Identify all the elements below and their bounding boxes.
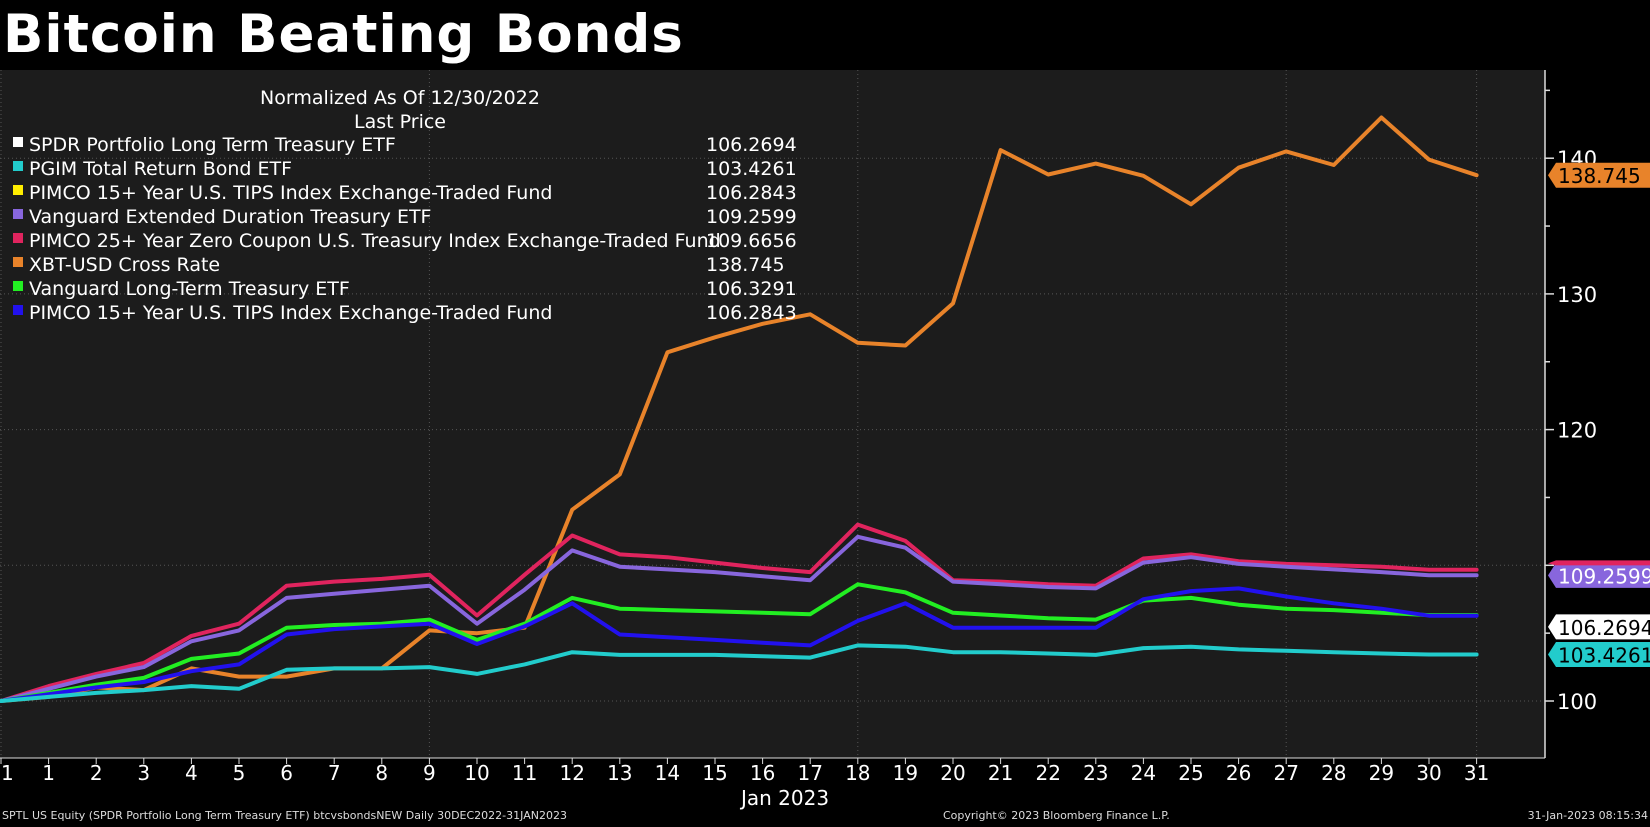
x-tick-label: 4 xyxy=(185,761,198,785)
x-tick-label: 1 xyxy=(42,761,55,785)
value-label-marker xyxy=(1548,560,1650,566)
legend-header: Normalized As Of 12/30/2022 xyxy=(260,87,540,109)
series-line xyxy=(0,534,1479,703)
x-tick-label: 13 xyxy=(607,761,632,785)
x-tick-label: 8 xyxy=(375,761,388,785)
legend-last-price: 109.6656 xyxy=(706,230,797,252)
value-label-box xyxy=(1548,162,1650,188)
legend-swatch xyxy=(13,137,23,147)
grid-lines xyxy=(0,70,1545,758)
x-axis: 3112345678910111213141516171819202122232… xyxy=(0,757,1545,810)
x-tick-label: 23 xyxy=(1083,761,1108,785)
legend-last-price: 106.3291 xyxy=(706,278,797,300)
legend-last-price: 109.2599 xyxy=(706,206,797,228)
legend-series-name: Vanguard Extended Duration Treasury ETF xyxy=(29,206,432,228)
x-tick-label: 26 xyxy=(1226,761,1251,785)
x-tick-label: 10 xyxy=(464,761,489,785)
legend-series-name: PIMCO 25+ Year Zero Coupon U.S. Treasury… xyxy=(29,230,721,252)
y-tick-label: 120 xyxy=(1557,419,1597,443)
x-tick-label: 24 xyxy=(1131,761,1156,785)
value-label-text: 106.2694 xyxy=(1558,616,1650,640)
value-label-text: 109.2599 xyxy=(1558,564,1650,588)
series-line xyxy=(0,586,1479,703)
footer-timestamp: 31-Jan-2023 08:15:34 xyxy=(1527,809,1648,822)
x-tick-label: 20 xyxy=(940,761,965,785)
x-tick-label: 14 xyxy=(655,761,680,785)
x-tick-label: 19 xyxy=(893,761,918,785)
x-tick-label: 7 xyxy=(328,761,341,785)
series-lines xyxy=(0,115,1479,703)
x-tick-label: 6 xyxy=(280,761,293,785)
legend-series-name: Vanguard Long-Term Treasury ETF xyxy=(29,278,350,300)
x-tick-label: 29 xyxy=(1369,761,1394,785)
x-tick-label: 15 xyxy=(702,761,727,785)
legend-series-name: SPDR Portfolio Long Term Treasury ETF xyxy=(29,134,396,156)
x-tick-label: 2 xyxy=(90,761,103,785)
x-tick-label: 21 xyxy=(988,761,1013,785)
legend-swatch xyxy=(13,305,23,315)
legend-swatch xyxy=(13,209,23,219)
x-tick-label: 22 xyxy=(1035,761,1060,785)
value-labels: 138.745 109.2599 106.2694 103.4261 xyxy=(1548,162,1650,668)
footer-copyright: Copyright© 2023 Bloomberg Finance L.P. xyxy=(943,809,1170,822)
legend-swatch xyxy=(13,161,23,171)
legend-swatch xyxy=(13,185,23,195)
x-tick-label: 30 xyxy=(1416,761,1441,785)
x-tick-label: 9 xyxy=(423,761,436,785)
value-label-box xyxy=(1548,614,1650,640)
y-tick-label: 130 xyxy=(1557,283,1597,307)
legend-series-name: XBT-USD Cross Rate xyxy=(29,254,220,276)
legend-swatch xyxy=(13,257,23,267)
x-tick-label: 11 xyxy=(512,761,537,785)
x-tick-label: 31 xyxy=(0,761,14,785)
x-tick-label: 3 xyxy=(137,761,150,785)
value-label-text: 138.745 xyxy=(1558,164,1641,188)
legend-series-name: PGIM Total Return Bond ETF xyxy=(29,158,292,180)
value-label-text: 103.4261 xyxy=(1558,644,1650,668)
series-line xyxy=(0,643,1479,703)
series-line xyxy=(0,115,1479,703)
x-tick-label: 5 xyxy=(233,761,246,785)
series-line xyxy=(0,582,1479,703)
legend-last-price: 103.4261 xyxy=(706,158,797,180)
x-tick-label: 28 xyxy=(1321,761,1346,785)
x-tick-label: 12 xyxy=(559,761,584,785)
legend-last-price: 106.2694 xyxy=(706,134,797,156)
x-tick-label: 27 xyxy=(1273,761,1298,785)
legend-swatch xyxy=(13,281,23,291)
y-tick-label: 100 xyxy=(1557,690,1597,714)
legend-swatch xyxy=(13,233,23,243)
legend-last-price: 138.745 xyxy=(706,254,785,276)
x-tick-label: 18 xyxy=(845,761,870,785)
value-label-box xyxy=(1548,562,1650,588)
x-tick-label: 25 xyxy=(1178,761,1203,785)
legend-subheader: Last Price xyxy=(354,111,446,133)
x-tick-label: 17 xyxy=(797,761,822,785)
footer-source: SPTL US Equity (SPDR Portfolio Long Term… xyxy=(2,809,567,822)
legend-last-price: 106.2843 xyxy=(706,182,797,204)
legend-last-price: 106.2843 xyxy=(706,302,797,324)
value-label-box xyxy=(1548,642,1650,668)
chart-title: Bitcoin Beating Bonds xyxy=(3,4,684,65)
x-axis-label: Jan 2023 xyxy=(739,786,829,810)
legend-series-name: PIMCO 15+ Year U.S. TIPS Index Exchange-… xyxy=(29,182,552,204)
x-tick-label: 16 xyxy=(750,761,775,785)
legend-series-name: PIMCO 15+ Year U.S. TIPS Index Exchange-… xyxy=(29,302,552,324)
series-line xyxy=(0,522,1479,703)
x-tick-label: 31 xyxy=(1464,761,1489,785)
